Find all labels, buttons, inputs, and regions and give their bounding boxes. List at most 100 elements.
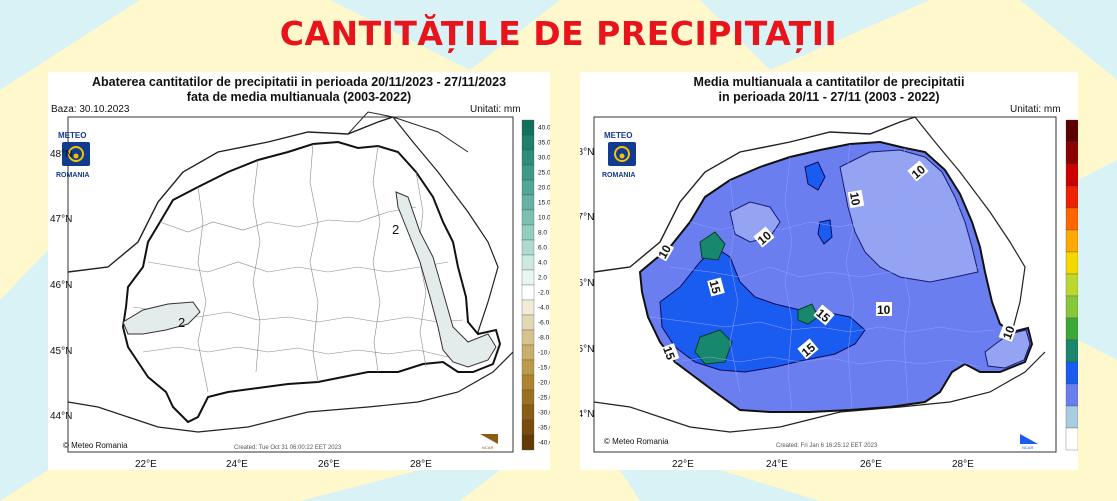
legend-label: 15.0 (538, 200, 550, 207)
legend-label: 30.0 (538, 155, 550, 162)
legend-label: -2.0 (538, 290, 550, 297)
ncar-logo: NCAR (480, 434, 498, 450)
mean-contour-label: 10 (655, 242, 674, 261)
legend-swatch (521, 149, 535, 166)
meteo-romania-logo: METEO ROMANIA (56, 131, 90, 179)
lon-label: 22°E (672, 459, 694, 470)
meteo-romania-logo: METEO ROMANIA (602, 131, 636, 179)
anomaly-unit-label: Unitati: mm (470, 104, 521, 115)
legend-swatch (521, 269, 535, 286)
lon-label: 24°E (766, 459, 788, 470)
created-text: Created: Fri Jan 6 16:25:12 EET 2023 (776, 443, 878, 449)
mean-contour-label: 10 (847, 191, 863, 207)
legend-swatch (521, 299, 535, 316)
logo-text-bottom: ROMANIA (56, 172, 89, 179)
legend-swatch (1065, 207, 1078, 231)
lat-label: 45°N (580, 344, 594, 355)
svg-text:NCAR: NCAR (482, 445, 493, 450)
legend-swatch (1065, 317, 1078, 341)
legend-swatch (521, 389, 535, 406)
legend-swatch (521, 179, 535, 196)
lon-label: 24°E (226, 459, 248, 470)
anomaly-base-label: Baza: 30.10.2023 (51, 104, 130, 115)
lat-label: 48°N (50, 149, 72, 160)
lon-label: 28°E (952, 459, 974, 470)
legend-swatch (521, 134, 535, 151)
lat-label: 44°N (580, 409, 594, 420)
svg-text:NCAR: NCAR (1022, 445, 1033, 450)
lon-label: 28°E (410, 459, 432, 470)
legend-swatch (1065, 273, 1078, 297)
legend-swatch (521, 344, 535, 361)
lon-label: 26°E (860, 459, 882, 470)
lat-label: 44°N (50, 411, 72, 422)
multiannual-map-title-line2: in perioada 20/11 - 27/11 (2003 - 2022) (718, 90, 940, 104)
legend-swatch (1065, 405, 1078, 429)
legend-label: 4.0 (538, 260, 547, 267)
legend-swatch (1065, 163, 1078, 187)
legend-swatch (521, 419, 535, 436)
logo-text-bottom: ROMANIA (602, 172, 635, 179)
anomaly-contour-label: 2 (392, 222, 399, 237)
lon-label: 26°E (318, 459, 340, 470)
lat-label: 47°N (580, 212, 594, 223)
logo-text-top: METEO (604, 131, 632, 140)
legend-label: -20.0 (538, 380, 550, 387)
mean-contour-label: 15 (660, 344, 678, 362)
legend-label: 10.0 (538, 215, 550, 222)
legend-swatch (1065, 251, 1078, 275)
multiannual-map-panel: Media multianuala a cantitatilor de prec… (580, 72, 1078, 470)
page-title: CANTITĂȚILE DE PRECIPITAȚII (279, 14, 838, 53)
lat-label: 46°N (50, 280, 72, 291)
legend-swatch (521, 209, 535, 226)
legend-label: 20.0 (538, 185, 550, 192)
legend-swatch (521, 194, 535, 211)
multiannual-map: 10 10 10 10 15 15 15 15 10 10 METEO (580, 116, 1078, 470)
legend-swatch (1065, 339, 1078, 363)
mean-contour-label: 10 (1000, 324, 1018, 342)
legend-swatch (521, 164, 535, 181)
legend-label: -10.0 (538, 350, 550, 357)
legend-label: 2.0 (538, 275, 547, 282)
legend-swatch (521, 314, 535, 331)
multiannual-unit-label: Unitati: mm (1010, 104, 1061, 115)
legend-label: -25.0 (538, 395, 550, 402)
legend-label: -8.0 (538, 335, 550, 342)
lat-label: 47°N (50, 214, 72, 225)
legend-swatch (1065, 427, 1078, 451)
anomaly-map-title-line1: Abaterea cantitatilor de precipitatii in… (91, 75, 507, 89)
legend-swatch (521, 119, 535, 136)
legend-swatch (1065, 383, 1078, 407)
anomaly-contour-label: 2 (178, 315, 185, 330)
copyright-text: © Meteo Romania (604, 437, 669, 446)
multiannual-map-title-line1: Media multianuala a cantitatilor de prec… (693, 75, 965, 89)
legend-swatch (521, 224, 535, 241)
legend-label: -15.0 (538, 365, 550, 372)
legend-swatch (1065, 295, 1078, 319)
legend-swatch (1065, 141, 1078, 165)
anomaly-legend: 40.0 35.0 30.0 25.0 20.0 15.0 10.0 8.0 6.0 4.0 2.0… (521, 119, 550, 451)
legend-label: -30.0 (538, 410, 550, 417)
lat-label: 45°N (50, 346, 72, 357)
legend-swatch (521, 434, 535, 451)
mean-contour-label: 15 (706, 279, 723, 296)
legend-swatch (1065, 229, 1078, 253)
legend-swatch (1065, 185, 1078, 209)
legend-label: -40.0 (538, 440, 550, 447)
legend-label: 25.0 (538, 170, 550, 177)
mean-contour-label: 10 (877, 303, 891, 317)
legend-swatch (521, 284, 535, 301)
legend-swatch (521, 374, 535, 391)
ncar-logo: NCAR (1020, 434, 1038, 450)
legend-label: -35.0 (538, 425, 550, 432)
mean-precip-legend: 10080605550454035302520151052 (1065, 119, 1078, 451)
legend-swatch (1065, 361, 1078, 385)
created-text: Created: Tue Oct 31 06:00:22 EET 2023 (234, 445, 342, 451)
legend-label: -4.0 (538, 305, 550, 312)
anomaly-map-title-line2: fata de media multianuala (2003-2022) (186, 90, 412, 104)
logo-text-top: METEO (58, 131, 86, 140)
legend-swatch (1065, 119, 1078, 143)
legend-swatch (521, 239, 535, 256)
lat-label: 46°N (580, 278, 594, 289)
